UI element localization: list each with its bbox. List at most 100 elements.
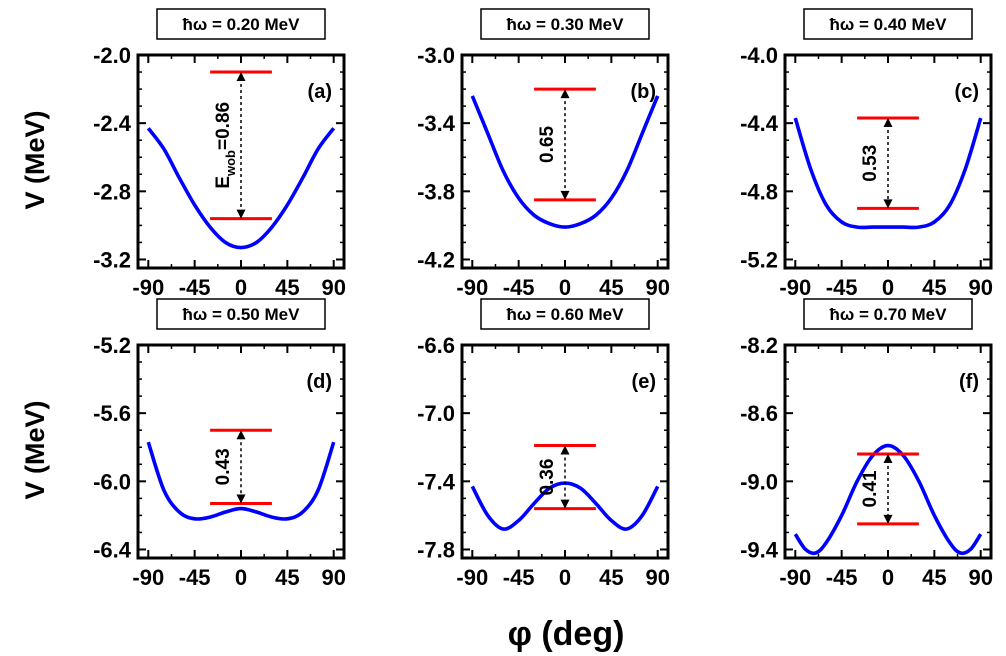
panel-b: ħω = 0.30 MeV 0.65 (b) -90 -45 0 45 90 -3.0 -3.4 -… (417, 8, 670, 300)
y-tick-label: -4.4 (740, 111, 779, 136)
x-tick-label: 0 (235, 565, 247, 590)
x-tick-label: -90 (456, 565, 488, 590)
title-box (480, 8, 650, 40)
y-tick-label: -3.0 (417, 43, 455, 68)
y-tick-label: -4.0 (740, 43, 778, 68)
arrow-head-up (883, 454, 893, 464)
y-tick-label: -5.2 (93, 333, 131, 358)
panel-c: ħω = 0.40 MeV 0.53 (c) -90 -45 0 45 90 -4.0 -4.4 -… (740, 8, 993, 300)
x-tick-label: -90 (779, 275, 811, 300)
x-tick-label: 45 (275, 275, 299, 300)
x-tick-label: 90 (321, 275, 345, 300)
y-tick-label: -3.4 (417, 111, 456, 136)
series-line (146, 127, 336, 250)
arrow-head-down (560, 499, 570, 509)
y-tick-label: -2.4 (93, 111, 132, 136)
y-tick-label: -3.2 (93, 247, 131, 272)
arrow-head-up (883, 118, 893, 128)
x-tick-label: -45 (503, 565, 535, 590)
panel-letter: (d) (306, 371, 332, 393)
panel-letter: (f) (959, 371, 979, 393)
panel-title: ħω = 0.50 MeV (183, 305, 301, 324)
y-axis-title-top: V (MeV) (20, 110, 50, 209)
y-tick-label: -2.0 (93, 43, 131, 68)
panels: ħω = 0.20 MeV Ewob=0.86 (a) -90 -45 0 45 90 -2.0… (93, 8, 993, 590)
panel-letter: (c) (955, 81, 979, 103)
y-tick-label: -4.2 (417, 247, 455, 272)
x-tick-label: 45 (922, 565, 946, 590)
x-tick-label: 0 (882, 565, 894, 590)
arrow-head-up (236, 430, 246, 440)
x-tick-label: -45 (826, 275, 858, 300)
arrow-head-up (236, 72, 246, 82)
y-axis-title-bottom: V (MeV) (20, 400, 50, 499)
x-tick-label: -45 (503, 275, 535, 300)
energy-gap-label: Ewob=0.86 (213, 102, 238, 189)
panel-f: ħω = 0.70 MeV 0.41 (f) -90 -45 0 45 90 -8.2 -8.6 -… (740, 298, 993, 590)
energy-gap-label: 0.65 (537, 126, 558, 163)
arrow-head-down (236, 209, 246, 219)
y-tick-label: -3.8 (417, 179, 455, 204)
title-box (803, 8, 973, 40)
arrow-head-up (560, 445, 570, 455)
panel-d: ħω = 0.50 MeV 0.43 (d) -90 -45 0 45 90 -5.2 -5.6 -… (93, 298, 346, 590)
x-tick-label: -90 (132, 565, 164, 590)
y-tick-label: -5.6 (93, 401, 131, 426)
panel-e: ħω = 0.60 MeV 0.36 (e) -90 -45 0 45 90 -6.6 -7.0 -… (417, 298, 670, 590)
arrow-head-down (236, 494, 246, 504)
panel-letter: (a) (308, 81, 332, 103)
x-tick-label: 45 (922, 275, 946, 300)
y-tick-label: -2.8 (93, 179, 131, 204)
panel-a: ħω = 0.20 MeV Ewob=0.86 (a) -90 -45 0 45 90 -2.0… (93, 8, 346, 300)
panel-title: ħω = 0.30 MeV (507, 15, 625, 34)
arrow-head-up (560, 89, 570, 99)
x-tick-label: -45 (179, 565, 211, 590)
series-line (146, 441, 336, 521)
x-tick-label: 0 (235, 275, 247, 300)
y-tick-label: -7.4 (417, 469, 456, 494)
y-tick-label: -6.0 (93, 469, 131, 494)
x-tick-label: -90 (456, 275, 488, 300)
x-tick-label: 0 (559, 565, 571, 590)
y-tick-label: -9.0 (740, 469, 778, 494)
x-tick-label: -90 (132, 275, 164, 300)
x-tick-label: 45 (275, 565, 299, 590)
x-tick-label: -90 (779, 565, 811, 590)
title-box (156, 8, 326, 40)
y-tick-label: -9.4 (740, 537, 779, 562)
panel-title: ħω = 0.60 MeV (507, 305, 625, 324)
title-box (480, 298, 650, 330)
x-tick-label: 90 (645, 275, 669, 300)
panel-title: ħω = 0.70 MeV (830, 305, 948, 324)
series-line (793, 443, 983, 556)
energy-gap-label: 0.41 (860, 470, 881, 507)
y-tick-label: -8.6 (740, 401, 778, 426)
gap-label-value: =0.86 (213, 102, 234, 150)
panel-letter: (e) (632, 371, 656, 393)
gap-label-sub: wob (223, 150, 238, 177)
x-tick-label: 45 (599, 565, 623, 590)
series-line (793, 117, 983, 230)
x-tick-label: 90 (968, 275, 992, 300)
gap-label-main: E (213, 176, 234, 189)
energy-gap-label: 0.36 (537, 459, 558, 496)
panel-letter: (b) (630, 81, 656, 103)
title-box (156, 298, 326, 330)
y-tick-label: -6.4 (93, 537, 132, 562)
x-tick-label: -45 (826, 565, 858, 590)
x-axis-title: φ (deg) (508, 615, 625, 653)
x-tick-label: 0 (882, 275, 894, 300)
title-box (803, 298, 973, 330)
energy-gap-label: 0.53 (860, 145, 881, 182)
panel-title: ħω = 0.40 MeV (830, 15, 948, 34)
y-tick-label: -7.8 (417, 537, 455, 562)
arrow-head-down (560, 190, 570, 200)
x-tick-label: 90 (321, 565, 345, 590)
arrow-head-down (883, 199, 893, 209)
panel-title: ħω = 0.20 MeV (183, 15, 301, 34)
x-tick-label: -45 (179, 275, 211, 300)
y-tick-label: -7.0 (417, 401, 455, 426)
x-tick-label: 0 (559, 275, 571, 300)
energy-gap-label: 0.43 (213, 448, 234, 485)
